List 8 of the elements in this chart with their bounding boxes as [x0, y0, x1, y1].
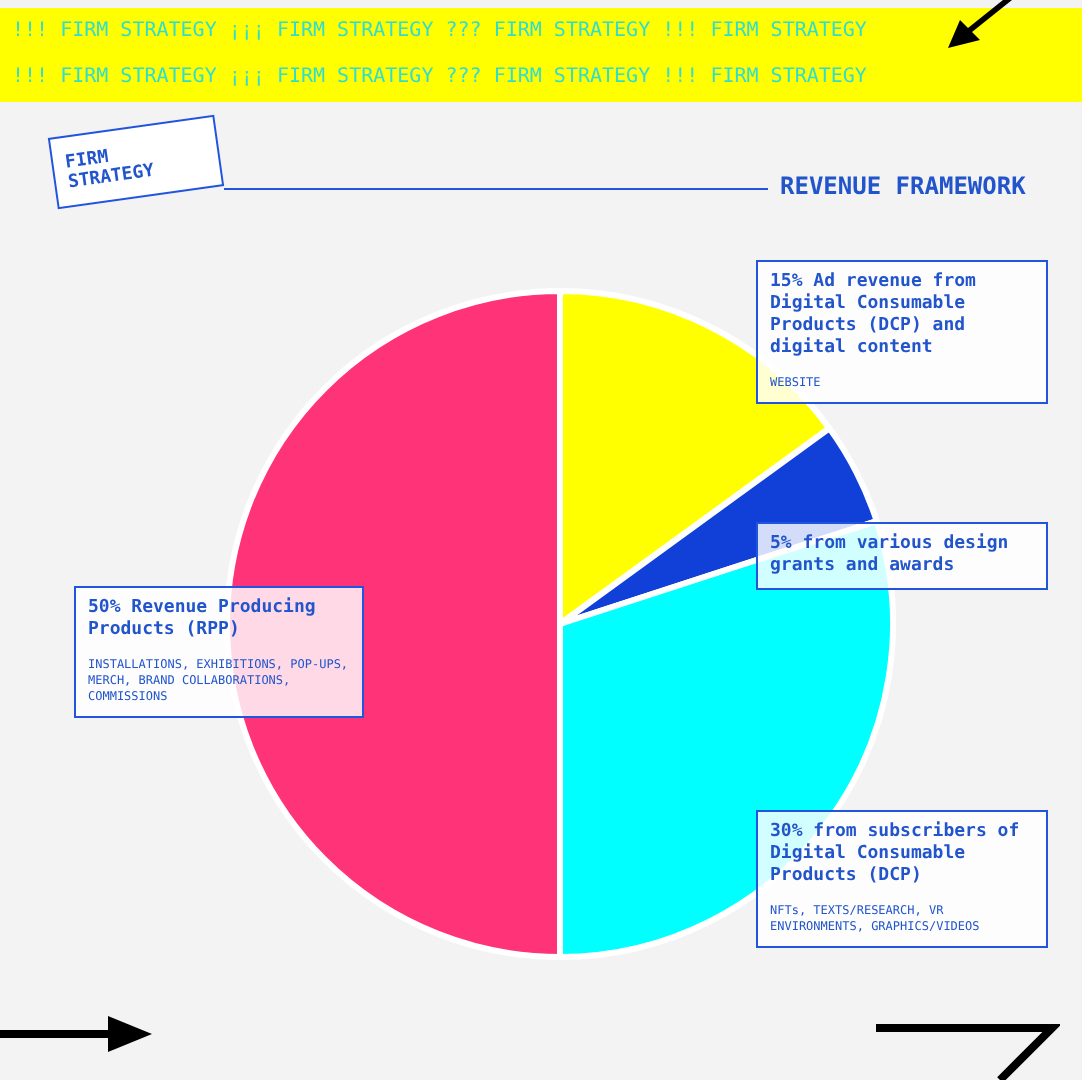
slice-label: 15% Ad revenue from Digital Consumable Products (DCP) and digital content — [770, 272, 978, 360]
slice-label: 30% from subscribers of Digital Consumable Products (DCP) — [770, 822, 1022, 888]
chart-subtitle: FIRM STRATEGY — [47, 114, 225, 210]
chart-title: REVENUE FRAMEWORK — [780, 172, 1026, 200]
text: !!! FIRM STRATEGY ¡¡¡ FIRM STRATEGY ??? FIRM STRATEGY !!! FIRM STRATEGY — [0, 8, 1082, 56]
slice-label: 5% from various design grants and awards — [770, 534, 1011, 578]
slice-label: 50% Revenue Producing Products (RPP) — [88, 598, 318, 642]
text: !!! FIRM STRATEGY ¡¡¡ FIRM STRATEGY ??? FIRM STRATEGY !!! FIRM STRATEGY — [0, 54, 1082, 102]
